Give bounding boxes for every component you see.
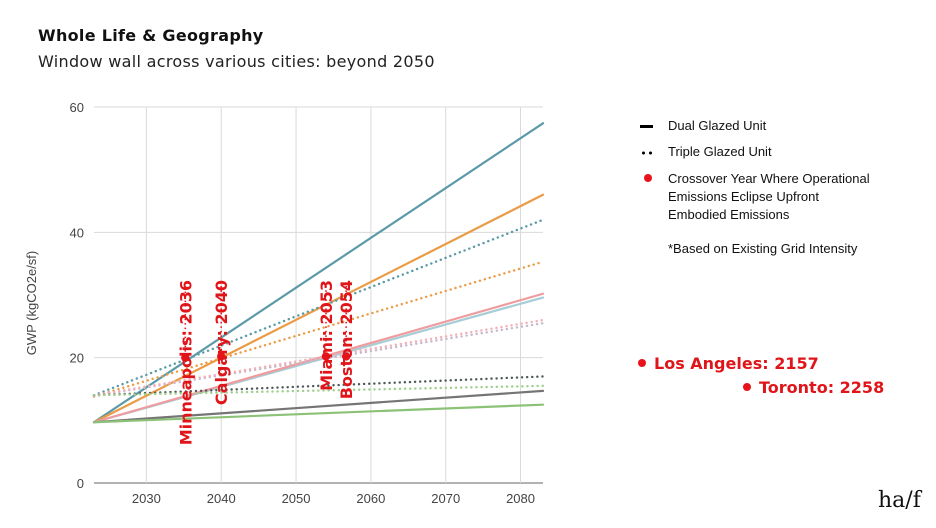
series-line-los-angeles-tgu — [92, 384, 545, 397]
series-line-los-angeles-dgu — [92, 403, 545, 424]
outlier-los-angeles: Los Angeles: 2157 — [638, 354, 819, 373]
y-tick-label: 0 — [77, 476, 84, 491]
legend-label-dual: Dual Glazed Unit — [668, 118, 767, 133]
chart-subtitle: Window wall across various cities: beyon… — [38, 52, 435, 71]
series-line-minneapolis-tgu — [92, 218, 545, 397]
crossover-point — [217, 352, 226, 361]
y-tick-label: 40 — [70, 225, 84, 240]
x-tick-label: 2040 — [207, 491, 236, 506]
legend-label-crossover: Crossover Year Where Operational Emissio… — [668, 170, 870, 224]
series-line-miami-dgu — [92, 292, 545, 424]
series-line-toronto-dgu — [92, 389, 545, 424]
x-tick-label: 2070 — [431, 491, 460, 506]
crossover-label: Boston: 2054 — [337, 280, 356, 399]
crossover-point — [181, 353, 190, 362]
y-axis-label: GWP (kgCO2e/sf) — [24, 251, 39, 356]
crossover-label: Minneapolis: 2036 — [176, 280, 195, 445]
x-tick-label: 2080 — [506, 491, 535, 506]
chart-title: Whole Life & Geography — [38, 26, 264, 45]
crossover-label: Calgary: 2040 — [212, 280, 231, 405]
outlier-toronto: Toronto: 2258 — [743, 378, 884, 397]
legend-crossover-line-3: Embodied Emissions — [668, 207, 790, 222]
brand-logo: ha/f — [878, 488, 921, 513]
outlier-dot — [743, 382, 751, 391]
legend-note: *Based on Existing Grid Intensity — [668, 241, 858, 256]
legend-crossover-line-1: Crossover Year Where Operational — [668, 171, 870, 186]
series-line-minneapolis-dgu — [92, 122, 545, 424]
series-line-miami-tgu — [92, 318, 545, 397]
y-tick-label: 20 — [70, 351, 84, 366]
series-line-calgary-tgu — [92, 260, 545, 398]
crossover-dot-swatch — [644, 174, 652, 182]
dotted-line-swatch — [640, 151, 654, 155]
x-tick-label: 2050 — [282, 491, 311, 506]
outlier-label: Toronto: 2258 — [759, 378, 885, 397]
series-line-toronto-tgu — [92, 375, 545, 397]
crossover-point — [321, 352, 331, 361]
outlier-dot — [638, 358, 646, 367]
crossover-label: Miami: 2053 — [317, 280, 336, 391]
solid-line-swatch — [640, 125, 653, 128]
legend-crossover-line-2: Emissions Eclipse Upfront — [668, 189, 819, 204]
x-tick-label: 2030 — [132, 491, 161, 506]
series-line-boston-tgu — [92, 322, 545, 398]
legend-label-triple: Triple Glazed Unit — [668, 144, 772, 159]
x-tick-label: 2060 — [356, 491, 385, 506]
outlier-label: Los Angeles: 2157 — [654, 354, 819, 373]
y-tick-label: 60 — [70, 100, 84, 115]
crossover-point — [341, 352, 351, 361]
